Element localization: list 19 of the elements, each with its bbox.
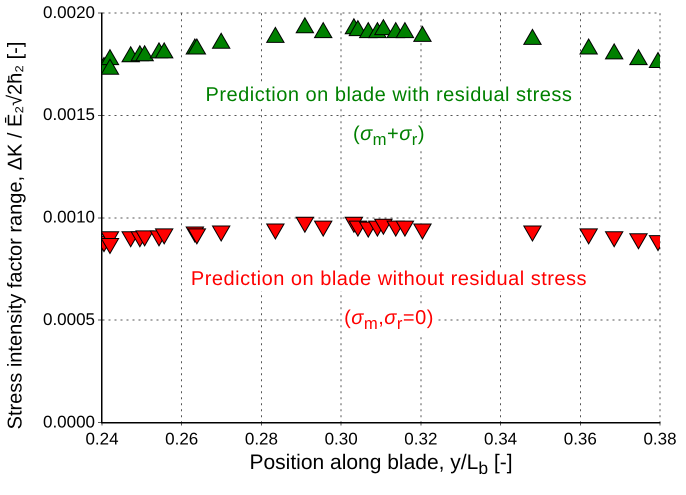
x-tick-label: 0.32 [404, 429, 438, 448]
y-tick-label: 0.0000 [42, 412, 95, 432]
x-tick-label: 0.38 [643, 429, 677, 448]
x-tick-label: 0.30 [324, 429, 358, 448]
x-tick-label: 0.34 [484, 429, 518, 448]
annotation: (σ$_{m}$,σ$_{r}$=0) [342, 306, 436, 334]
annotation: Prediction on blade without residual stress [188, 268, 590, 291]
annotation: (σ$_{m}$+σ$_{r}$) [350, 122, 428, 150]
x-tick-label: 0.26 [165, 429, 198, 448]
x-tick-label: 0.28 [244, 429, 278, 448]
y-tick-label: 0.0010 [42, 208, 95, 227]
x-tick-label: 0.36 [564, 429, 597, 448]
y-tick-label: 0.0020 [42, 2, 95, 22]
y-axis-title: Stress intensity factor range, ΔK / Ē₂√2h̄₂ [-] [4, 42, 28, 430]
y-tick-label: 0.0015 [42, 105, 95, 124]
annotation: Prediction on blade with residual stress [204, 84, 574, 107]
y-tick-label: 0.0005 [42, 310, 95, 329]
x-axis-title: Position along blade, y/L$_{b}$ [-] [249, 450, 513, 479]
x-tick-label: 0.24 [85, 429, 119, 448]
